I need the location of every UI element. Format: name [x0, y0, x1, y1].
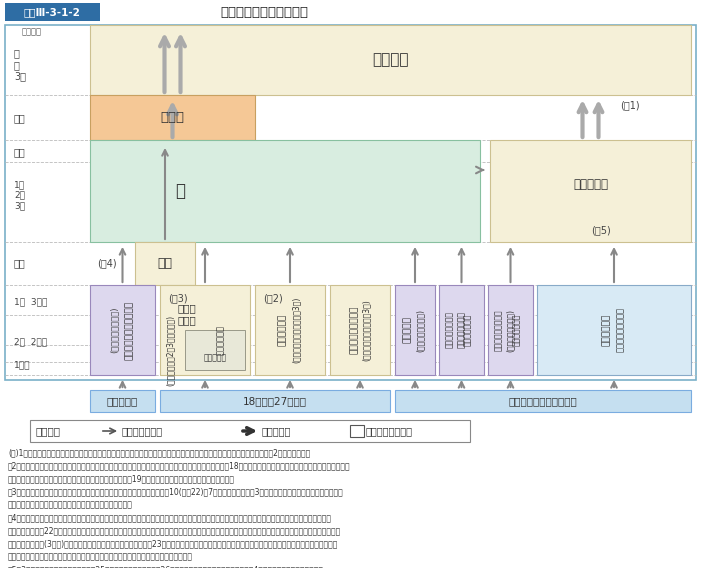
Text: 幹　　部: 幹 部	[372, 52, 409, 68]
Text: 陸上自衛隊高等工科学校: 陸上自衛隊高等工科学校	[125, 300, 134, 360]
Text: 一般大学など: 一般大学など	[601, 314, 611, 346]
Text: 4　陸上自衛隊高等工科学校については、将来陸上自衛隊において装備品を駆使・運用するとともに、国際社会においても対応できる自衛官となる者を養: 4 陸上自衛隊高等工科学校については、将来陸上自衛隊において装備品を駆使・運用す…	[8, 513, 332, 522]
Bar	[395, 285, 435, 375]
Bar	[395, 390, 691, 412]
Text: 省職員とし、基礎的教育訓練に専従させることとした。: 省職員とし、基礎的教育訓練に専従させることとした。	[8, 500, 133, 509]
Text: ６年・卒業後曹長: ６年・卒業後曹長	[457, 311, 466, 349]
Text: 自衛官候補生: 自衛官候補生	[215, 325, 224, 355]
Text: 士長: 士長	[158, 257, 172, 270]
Text: （資費学生を含む）: （資費学生を含む）	[615, 307, 625, 353]
Text: 防衛大学校: 防衛大学校	[402, 316, 411, 344]
Text: (注2): (注2)	[263, 293, 283, 303]
Bar	[90, 95, 255, 140]
Text: (注1): (注1)	[620, 100, 639, 110]
Text: 2士  2年生: 2士 2年生	[14, 337, 47, 346]
Text: ：試験又は選考: ：試験又は選考	[122, 426, 163, 436]
Text: 高　等　学　校　な　ど: 高 等 学 校 な ど	[509, 396, 578, 406]
Bar	[255, 285, 325, 375]
Text: 自衛官の任用制度の概要: 自衛官の任用制度の概要	[220, 6, 308, 19]
Text: (注)1　医科・歯科・薬剤幹部候補生については、医師・歯科医師・薬剤師国家試験に合格し、所定の教育訓練を修了すれば、2尉に昇任する。: (注)1 医科・歯科・薬剤幹部候補生については、医師・歯科医師・薬剤師国家試験に…	[8, 448, 311, 457]
Text: 曹: 曹	[175, 182, 185, 200]
Text: 18歳以上27歳未満: 18歳以上27歳未満	[243, 396, 307, 406]
Text: 3　自衛官候補生については、任期制自衛官の初期教育を充実させるため、10(平成22)年7月から、入隊当初の3か月間を非自衛官化して、定員外の防衛: 3 自衛官候補生については、任期制自衛官の初期教育を充実させるため、10(平成2…	[8, 487, 343, 496]
Text: 5　3年制の看護学生については、平成25年度をもって終了し、平成26年度より、防衛医科大学校医学教育部に4年制の看護学科が新設された。: 5 3年制の看護学生については、平成25年度をもって終了し、平成26年度より、防…	[8, 565, 324, 568]
Bar	[350, 425, 364, 437]
Text: (２士で任用・2、3年を１任期): (２士で任用・2、3年を１任期)	[165, 315, 175, 386]
Bar	[5, 3, 100, 21]
Text: 医学教育部看護学科: 医学教育部看護学科	[494, 309, 503, 351]
Bar	[5, 25, 696, 380]
Text: 自衛官: 自衛官	[178, 315, 197, 325]
Text: (注3): (注3)	[168, 293, 188, 303]
Bar	[90, 285, 155, 375]
Bar	[135, 242, 195, 285]
Text: 防衛医科大学校: 防衛医科大学校	[463, 314, 472, 346]
Text: (注4): (注4)	[97, 258, 117, 269]
Text: 医学教育部医学科: 医学教育部医学科	[445, 311, 454, 349]
Text: 准　尉: 准 尉	[161, 111, 184, 124]
Bar	[185, 330, 245, 370]
Text: (注5): (注5)	[591, 225, 611, 235]
Bar	[330, 285, 390, 375]
Bar	[90, 25, 691, 95]
Text: の制度を設けていたが、両制度を整理・一本化し、平成19年度から一般曹候補生として採用している。: の制度を設けていたが、両制度を整理・一本化し、平成19年度から一般曹候補生として…	[8, 474, 235, 483]
Bar	[488, 285, 533, 375]
Text: 【凡例】: 【凡例】	[36, 426, 61, 436]
Text: 任期制: 任期制	[178, 303, 197, 313]
Text: ：採用試験: ：採用試験	[262, 426, 292, 436]
Bar	[30, 420, 470, 442]
Text: 曹長: 曹長	[14, 147, 26, 157]
Text: 図表Ⅲ-3-1-2: 図表Ⅲ-3-1-2	[24, 7, 81, 17]
Text: 1年生: 1年生	[14, 361, 31, 370]
Bar	[537, 285, 691, 375]
Text: 防衛医科大学校: 防衛医科大学校	[512, 314, 521, 346]
Text: (４年・卒業後曹長): (４年・卒業後曹長)	[506, 308, 515, 352]
Text: (４年・卒業後曹長): (４年・卒業後曹長)	[416, 308, 425, 352]
Text: ら、陸上自衛隊高等工科学校生徒として相応しい者を選抜する推薦制度を導入した。: ら、陸上自衛隊高等工科学校生徒として相応しい者を選抜する推薦制度を導入した。	[8, 552, 193, 561]
Text: 【３月間】: 【３月間】	[203, 353, 226, 362]
Text: 徒課程終了時(3年間)には、高等学校卒業資格を取得する。平成23年度の採用から、従来の一般試験に加えて、中学校校長などの推薦を受けた者の中か: 徒課程終了時(3年間)には、高等学校卒業資格を取得する。平成23年度の採用から、…	[8, 539, 339, 548]
Text: 航空学生（海・空）: 航空学生（海・空）	[350, 306, 358, 354]
Text: 幹部候補生: 幹部候補生	[573, 178, 608, 191]
Text: 〈階級〉: 〈階級〉	[22, 27, 42, 36]
Text: 将
〜
3尉: 将 〜 3尉	[14, 48, 26, 82]
Text: 一般曹候補生: 一般曹候補生	[278, 314, 287, 346]
Text: 准尉: 准尉	[14, 113, 26, 123]
Bar	[439, 285, 484, 375]
Bar	[90, 390, 155, 412]
Text: 士長: 士長	[14, 258, 26, 268]
Text: (２士で採用・約６年で3尉): (２士で採用・約６年で3尉)	[362, 299, 371, 361]
Text: (３年・卒業後士長): (３年・卒業後士長)	[110, 307, 119, 353]
Bar	[160, 285, 250, 375]
Text: 1曹
2曹
3曹: 1曹 2曹 3曹	[14, 180, 25, 210]
Text: 1士  3年生: 1士 3年生	[14, 298, 48, 307]
Bar	[90, 140, 480, 242]
Bar	[490, 140, 691, 242]
Text: (２士で採用・選考により3曹): (２士で採用・選考により3曹)	[292, 297, 301, 363]
Text: 成する。平成22年度の採用から、自衛官の身分ではなく、定員外の新たな身分である「生徒」に変更した。新たな生徒についても、通信教育などにより生: 成する。平成22年度の採用から、自衛官の身分ではなく、定員外の新たな身分である「…	[8, 526, 341, 535]
Text: 中学校など: 中学校など	[107, 396, 138, 406]
Text: ：課程修了後任命: ：課程修了後任命	[366, 426, 413, 436]
Text: 2　一般曹候補生については、最初から定年制の「曹」に昇任する前提で採用される「士」のこと。平成18年度まで「一般曹候補学生」及び「曹候補士」の二つ: 2 一般曹候補生については、最初から定年制の「曹」に昇任する前提で採用される「士…	[8, 461, 350, 470]
Bar	[160, 390, 390, 412]
